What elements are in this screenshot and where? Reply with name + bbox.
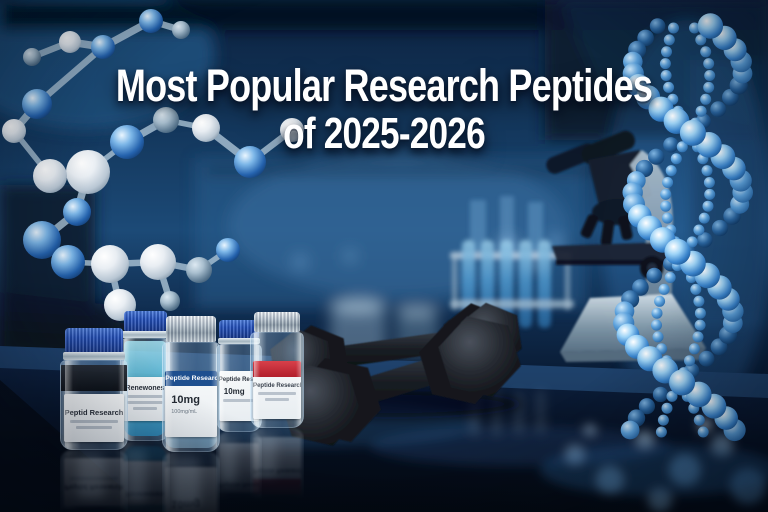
title-line-1: Most Popular Research Peptides — [115, 60, 653, 111]
vial-1-collar — [62, 352, 126, 360]
vial-1-cap — [64, 328, 124, 352]
vial-3-body: Peptide Research 10mg 100mg/mL — [162, 342, 220, 452]
vial-5-body: Peptide Research — [250, 332, 304, 428]
vial-2-cap — [123, 311, 167, 331]
vial-1-body: Peptid Research — [60, 360, 128, 450]
vial-5-cap — [253, 312, 301, 332]
page-title: Most Popular Research Peptides of 2025-2… — [77, 62, 691, 160]
title-line-2: of 2025-2026 — [283, 109, 486, 159]
vial-3-cap — [166, 316, 216, 342]
